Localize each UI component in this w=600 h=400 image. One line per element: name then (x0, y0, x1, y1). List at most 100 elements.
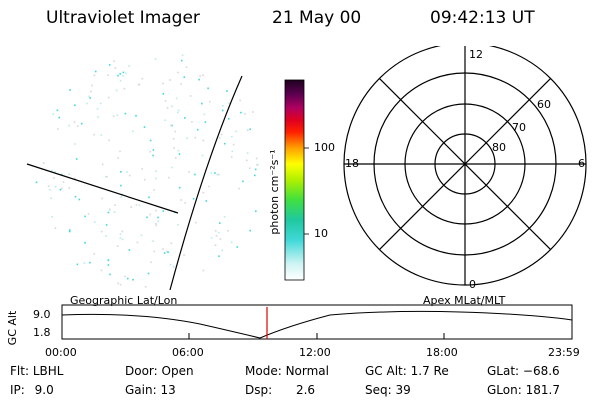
noise-dot (128, 249, 131, 251)
noise-dot (221, 249, 223, 252)
noise-dot (105, 224, 108, 226)
noise-dot (108, 64, 111, 66)
noise-dot (152, 154, 154, 157)
noise-dot (177, 149, 180, 152)
info-gain-value: 13 (160, 383, 176, 397)
noise-dot (61, 187, 63, 190)
noise-dot (170, 242, 173, 245)
noise-dot (230, 241, 233, 244)
noise-dot (116, 114, 119, 117)
noise-dot (180, 83, 182, 85)
noise-dot (172, 138, 175, 140)
colorbar-tick-10: 10 (314, 227, 328, 240)
noise-dot (214, 230, 217, 232)
noise-dot (232, 143, 235, 146)
mlt-label-6: 6 (578, 157, 585, 170)
meridian-diag-2 (378, 77, 552, 251)
noise-dot (177, 109, 180, 112)
noise-dot (105, 235, 107, 237)
noise-dot (194, 173, 196, 176)
noise-dot (117, 74, 119, 77)
noise-dot (73, 121, 76, 123)
noise-dot (108, 139, 110, 142)
noise-dot (155, 223, 157, 225)
noise-dot (223, 142, 226, 145)
noise-dot (96, 108, 99, 110)
noise-dot (183, 254, 185, 256)
noise-dot (170, 124, 172, 126)
terminator-line (26, 163, 179, 214)
noise-dot (47, 185, 50, 187)
noise-dot (132, 130, 134, 133)
noise-dot (162, 82, 164, 85)
timeline-xtick-0600: 06:00 (172, 346, 204, 359)
noise-dot (174, 130, 177, 133)
noise-dot (202, 269, 205, 272)
noise-dot (53, 177, 55, 179)
noise-dot (83, 262, 86, 264)
noise-dot (100, 269, 103, 272)
noise-dot (138, 204, 141, 207)
noise-dot (86, 102, 88, 105)
noise-dot (107, 264, 110, 266)
info-seq: Seq: 39 (365, 383, 411, 397)
noise-dot (154, 58, 157, 60)
noise-dot (136, 241, 139, 244)
noise-dot (196, 128, 199, 131)
noise-dot (162, 93, 165, 95)
noise-dot (109, 273, 111, 276)
noise-dot (76, 263, 79, 266)
noise-dot (164, 119, 166, 121)
noise-dot (123, 87, 126, 90)
mlt-label-0: 0 (469, 278, 476, 291)
noise-dot (107, 74, 109, 76)
polar-plot (343, 46, 587, 286)
noise-dot (238, 187, 240, 190)
noise-dot (191, 121, 193, 123)
noise-dot (130, 206, 132, 208)
noise-dot (147, 272, 150, 275)
noise-dot (181, 54, 184, 57)
limb-curve (169, 75, 243, 290)
image-time: 09:42:13 UT (430, 8, 535, 28)
noise-dot (219, 222, 221, 224)
noise-dot (235, 130, 237, 133)
noise-dot (49, 189, 51, 191)
noise-dot (222, 105, 224, 107)
mlt-label-18: 18 (345, 157, 359, 170)
noise-dot (169, 79, 171, 81)
noise-dot (84, 215, 86, 218)
colorbar (284, 79, 309, 281)
info-glon-value: 181.7 (525, 383, 560, 397)
info-seq-label: Seq: (365, 383, 392, 397)
info-gc-alt-label: GC Alt: (365, 364, 407, 378)
noise-dot (57, 128, 59, 130)
noise-dot (135, 204, 138, 206)
geographic-caption: Geographic Lat/Lon (70, 294, 178, 307)
noise-dot (155, 177, 157, 180)
noise-dot (185, 66, 188, 68)
info-gc-alt: GC Alt: 1.7 Re (365, 364, 449, 378)
info-gain: Gain: 13 (125, 383, 176, 397)
noise-dot (124, 112, 127, 115)
noise-dot (180, 199, 182, 201)
noise-dot (198, 78, 200, 81)
noise-dot (171, 105, 173, 108)
noise-dot (214, 244, 217, 246)
noise-dot (51, 216, 53, 218)
info-ip-value: 9.0 (34, 383, 54, 397)
noise-dot (68, 230, 71, 233)
noise-dot (202, 74, 204, 77)
noise-dot (74, 143, 76, 145)
noise-dot (52, 113, 54, 115)
noise-dot (35, 181, 38, 184)
noise-dot (177, 71, 179, 74)
noise-dot (214, 172, 216, 174)
altitude-curve (61, 310, 573, 339)
noise-dot (78, 198, 81, 201)
timeline-xtick-2359: 23:59 (548, 346, 580, 359)
noise-dot (68, 229, 71, 231)
noise-dot (149, 213, 152, 216)
image-date: 21 May 00 (272, 8, 362, 28)
info-door: Door: Open (125, 364, 194, 378)
